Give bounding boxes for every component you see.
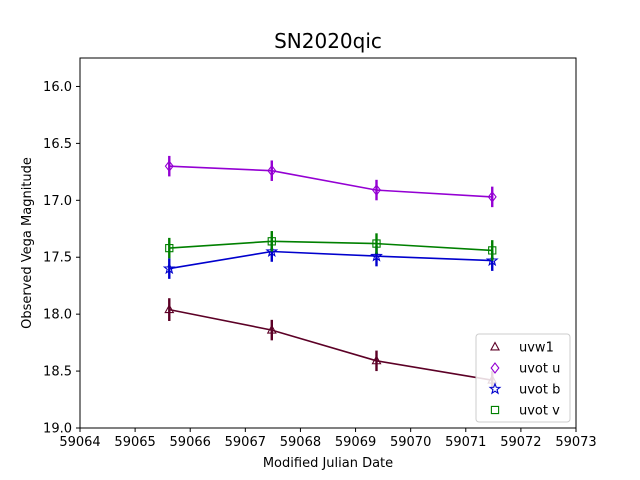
x-axis-label: Modified Julian Date: [263, 456, 393, 471]
legend-label: uvot v: [519, 404, 560, 419]
x-tick-label: 59067: [225, 435, 266, 450]
x-tick-label: 59070: [390, 435, 431, 450]
plot-area: [79, 57, 577, 429]
series-line: [169, 250, 493, 270]
data-point: [165, 243, 174, 253]
y-tick-label: 17.0: [43, 194, 72, 209]
data-point: [164, 303, 175, 314]
x-tick-label: 59073: [555, 435, 596, 450]
series-line: [169, 240, 493, 252]
y-axis-label: Observed Vega Magnitude: [20, 157, 35, 329]
data-point: [162, 261, 176, 275]
legend-marker: [490, 362, 500, 374]
x-tick-label: 59072: [500, 435, 541, 450]
x-tick-label: 59066: [170, 435, 211, 450]
data-point: [371, 355, 382, 365]
legend-label: uvw1: [519, 341, 554, 356]
series-uvw1: [164, 298, 498, 390]
plot-frame: [79, 57, 577, 429]
y-tick-label: 19.0: [43, 422, 72, 437]
chart-title: SN2020qic: [274, 29, 382, 53]
series-line: [169, 165, 493, 198]
legend-box: [475, 333, 571, 423]
legend-label: uvot u: [519, 362, 560, 377]
series-uvot-b: [162, 241, 499, 279]
data-point: [488, 246, 497, 255]
legend-marker: [490, 405, 500, 415]
data-point: [267, 164, 277, 177]
x-axis: 59064 59065 59066 59067 59068 59069 59070 59071…: [59, 428, 597, 450]
legend: uvw1 uvot u uvot b uvot v: [475, 333, 571, 423]
legend-marker: [488, 382, 502, 395]
y-tick-label: 17.5: [43, 251, 72, 266]
data-point: [370, 249, 383, 262]
x-tick-label: 59064: [59, 435, 100, 450]
data-point: [371, 184, 382, 196]
x-tick-label: 59069: [335, 435, 376, 450]
series-uvot-u: [164, 155, 497, 208]
data-point: [485, 253, 499, 267]
data-point: [267, 237, 276, 246]
data-point: [265, 244, 279, 258]
y-tick-label: 16.5: [43, 137, 72, 152]
data-point: [372, 239, 381, 248]
x-tick-label: 59071: [445, 435, 486, 450]
x-tick-label: 59065: [114, 435, 155, 450]
series-line: [169, 308, 493, 381]
y-tick-label: 16.0: [43, 80, 72, 95]
y-axis: 16.0 16.5 17.0 17.5 18.0 18.5 19.0: [43, 80, 80, 437]
data-point: [487, 191, 497, 203]
legend-label: uvot b: [519, 383, 560, 398]
legend-marker: [490, 341, 500, 351]
y-tick-label: 18.5: [43, 365, 72, 380]
y-tick-label: 18.0: [43, 308, 72, 323]
data-point: [164, 160, 174, 173]
series-uvot-v: [165, 231, 497, 261]
x-tick-label: 59068: [280, 435, 321, 450]
data-point: [266, 324, 277, 334]
